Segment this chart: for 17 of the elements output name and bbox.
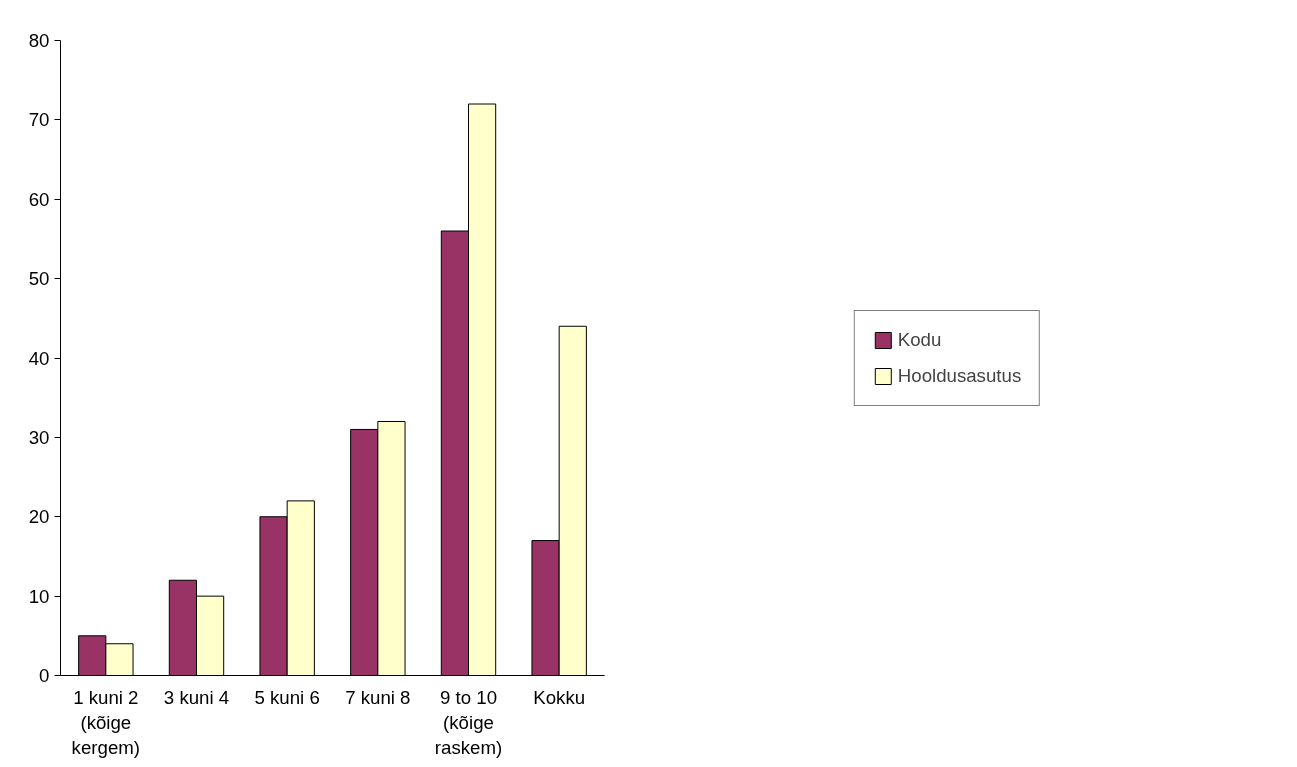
x-tick-label: 3 kuni 4 (163, 686, 230, 708)
y-tick-label: 80 (28, 30, 50, 51)
y-tick-label: 50 (28, 268, 50, 290)
x-tick-label: 7 kuni 8 (345, 686, 411, 708)
y-tick-label: 0 (39, 665, 50, 686)
y-tick-label: 70 (28, 109, 50, 131)
y-tick-label: 30 (28, 426, 50, 448)
legend-label: Kodu (897, 328, 942, 351)
legend-label: Hooldusasutus (897, 364, 1022, 387)
x-tick-label: 1 kuni 2 (kõige kergem) (71, 686, 141, 758)
y-tick-label: 20 (28, 506, 50, 528)
x-tick-label: Kokku (533, 686, 586, 708)
y-tick-label: 40 (28, 347, 50, 369)
x-tick-label: 9 to 10 (kõige raskem) (434, 686, 503, 758)
y-tick-label: 10 (28, 585, 50, 607)
y-tick-label: 60 (28, 188, 50, 210)
x-tick-label: 5 kuni 6 (254, 686, 320, 708)
